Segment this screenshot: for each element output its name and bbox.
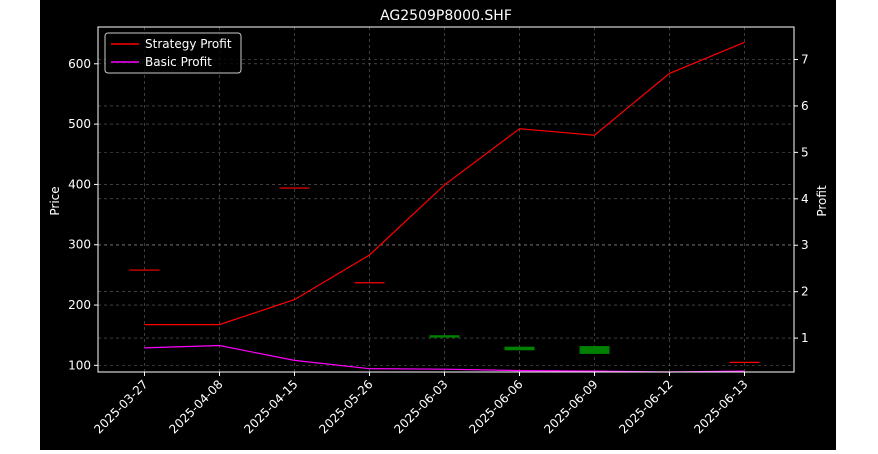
grid-layer [98, 27, 794, 372]
y-tick-label-right: 4 [801, 192, 809, 206]
price-candle [429, 335, 460, 338]
y-tick-label-right: 7 [801, 53, 809, 67]
x-tick-label: 2025-03-27 [91, 377, 150, 436]
y-tick-label-left: 100 [68, 358, 91, 372]
x-tick-label: 2025-06-13 [691, 377, 750, 436]
candle-layer [129, 187, 760, 363]
chart-svg: AG2509P8000.SHF 2025-03-27 2025-04-08 2025… [48, 8, 829, 437]
series-line-strategy-profit [144, 41, 745, 326]
axis-layer: 2025-03-27 2025-04-08 2025-04-15 2025-05-26… [68, 53, 809, 437]
x-tick-label: 2025-06-09 [541, 377, 600, 436]
x-tick-label: 2025-05-26 [316, 377, 375, 436]
y-tick-label-left: 300 [68, 238, 91, 252]
chart-figure: AG2509P8000.SHF 2025-03-27 2025-04-08 2025… [40, 0, 836, 450]
price-candle [579, 346, 610, 354]
x-tick-label: 2025-04-08 [166, 377, 225, 436]
y-tick-label-left: 400 [68, 177, 91, 191]
x-tick-label: 2025-04-15 [241, 377, 300, 436]
right-axis-label: Profit [815, 185, 829, 217]
x-tick-label: 2025-06-06 [466, 377, 525, 436]
y-tick-label-left: 200 [68, 298, 91, 312]
x-tick-label: 2025-06-12 [616, 377, 675, 436]
y-tick-label-left: 500 [68, 117, 91, 131]
y-tick-label-left: 600 [68, 57, 91, 71]
y-tick-label-right: 2 [801, 285, 809, 299]
plot-frame [97, 26, 795, 373]
left-axis-label: Price [48, 186, 62, 215]
legend-label-strategy-profit: Strategy Profit [145, 37, 232, 51]
legend-box [104, 32, 242, 74]
y-tick-label-right: 5 [801, 145, 809, 159]
x-tick-label: 2025-06-03 [391, 377, 450, 436]
legend: Strategy Profit Basic Profit [104, 32, 242, 74]
price-candle [504, 346, 535, 351]
y-tick-label-right: 3 [801, 238, 809, 252]
y-tick-label-right: 6 [801, 99, 809, 113]
chart-title: AG2509P8000.SHF [380, 8, 512, 24]
y-tick-label-right: 1 [801, 331, 809, 345]
legend-label-basic-profit: Basic Profit [145, 55, 212, 69]
